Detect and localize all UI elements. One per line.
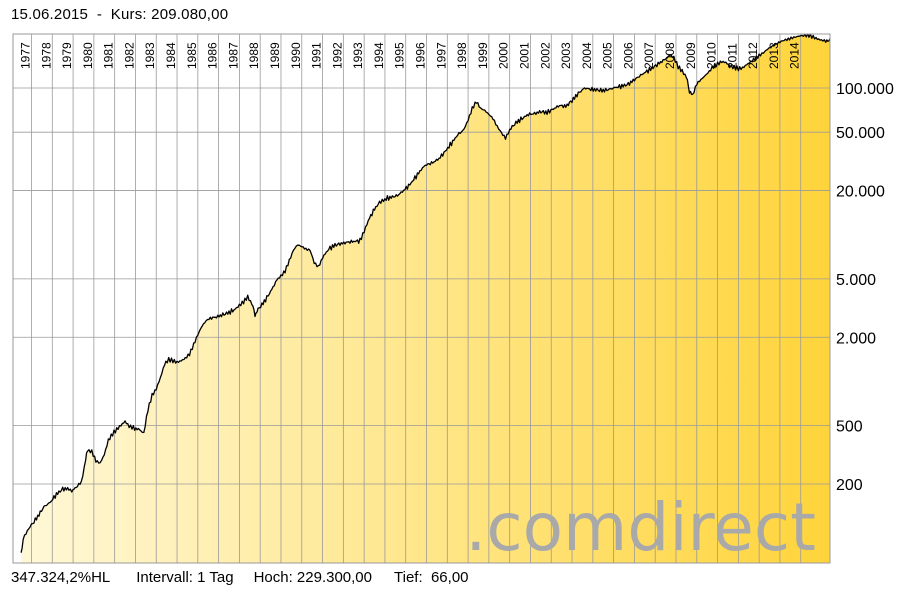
year-label-1982: 1982 (122, 42, 136, 69)
year-label-1991: 1991 (310, 42, 324, 69)
year-label-1983: 1983 (143, 42, 157, 69)
year-label-1997: 1997 (434, 42, 448, 69)
plot-frame (12, 33, 831, 564)
year-label-1998: 1998 (455, 42, 469, 69)
horizontal-gridlines (13, 87, 830, 485)
footer-high-value: 229.300,00 (296, 569, 372, 586)
y-tick-label-20.000: 20.000 (836, 184, 885, 201)
year-label-1988: 1988 (247, 42, 261, 69)
year-label-2011: 2011 (725, 43, 739, 69)
year-label-1996: 1996 (414, 42, 428, 69)
year-label-1987: 1987 (226, 42, 240, 69)
y-tick-label-50.000: 50.000 (836, 125, 885, 142)
chart-footer: 347.324,2%HL Intervall: 1 Tag Hoch: 229.30… (11, 569, 469, 586)
year-label-2004: 2004 (580, 42, 594, 69)
header-price-label: Kurs: (110, 6, 147, 23)
series-line (20, 34, 830, 553)
year-labels: 1977 1978 1979 1980 1981 1982 1983 1984 1985 1986… (19, 42, 802, 69)
year-label-1981: 1981 (102, 42, 116, 69)
year-label-2013: 2013 (767, 42, 781, 69)
footer-performance: 347.324,2%HL (11, 569, 111, 586)
year-label-1978: 1978 (39, 42, 53, 69)
year-label-1999: 1999 (476, 42, 490, 69)
y-tick-label-5.000: 5.000 (836, 272, 876, 289)
year-label-2000: 2000 (497, 42, 511, 69)
y-tick-label-200: 200 (836, 477, 863, 494)
year-label-1995: 1995 (393, 42, 407, 69)
chart-header: 15.06.2015 - Kurs: 209.080,00 (11, 6, 228, 23)
footer-interval-value: 1 Tag (197, 569, 234, 586)
header-price-value: 209.080,00 (151, 6, 229, 23)
watermark: .comdirect (465, 489, 816, 566)
year-label-2006: 2006 (621, 42, 635, 69)
year-label-1993: 1993 (351, 42, 365, 69)
y-tick-label-100.000: 100.000 (836, 81, 894, 98)
footer-low-label: Tief: (394, 569, 423, 586)
year-label-2007: 2007 (642, 42, 656, 69)
vertical-gridlines (31, 34, 802, 563)
year-label-2009: 2009 (684, 42, 698, 69)
year-label-1990: 1990 (289, 42, 303, 69)
year-label-2002: 2002 (538, 42, 552, 69)
area-fill (21, 34, 830, 563)
year-label-2005: 2005 (601, 42, 615, 69)
year-label-1986: 1986 (206, 42, 220, 69)
y-tick-label-500: 500 (836, 419, 863, 436)
year-label-1980: 1980 (81, 42, 95, 69)
footer-high-label: Hoch: (253, 569, 293, 586)
year-label-1979: 1979 (60, 42, 74, 69)
year-label-2003: 2003 (559, 42, 573, 69)
footer-low-value: 66,00 (430, 569, 469, 586)
year-label-1984: 1984 (164, 42, 178, 69)
year-label-1985: 1985 (185, 42, 199, 69)
year-label-2001: 2001 (517, 42, 531, 69)
footer-interval-label: Intervall: (136, 569, 193, 586)
header-date: 15.06.2015 (11, 6, 89, 23)
year-label-2010: 2010 (705, 42, 719, 69)
y-axis-labels: 200 500 2.000 5.000 20.000 50.000 100.000 (836, 81, 894, 494)
y-tick-label-2.000: 2.000 (836, 330, 876, 347)
year-label-1994: 1994 (372, 42, 386, 69)
year-label-1977: 1977 (19, 42, 33, 69)
year-label-1992: 1992 (330, 42, 344, 69)
year-label-1989: 1989 (268, 42, 282, 69)
year-label-2014: 2014 (788, 42, 802, 69)
header-separator: - (96, 6, 103, 23)
